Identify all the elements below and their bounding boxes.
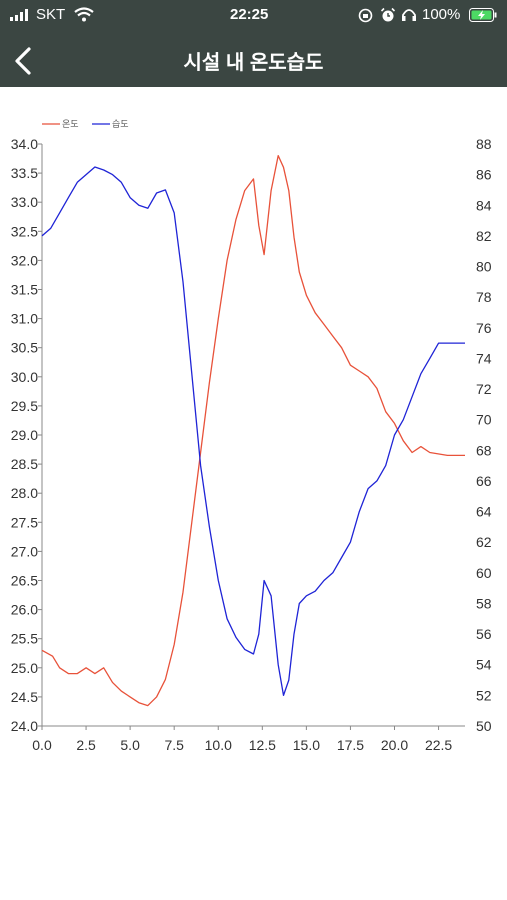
- clock-time: 22:25: [230, 6, 269, 23]
- temperature-humidity-chart: 온도 습도 24.0 24.5 25.0 25.5 26.0 26.5 27.0 27.5 28…: [11, 119, 492, 753]
- left-tick-label: 33.0: [11, 194, 38, 210]
- left-tick-label: 29.0: [11, 427, 38, 443]
- right-axis-ticks: 50 52 54 56 58 60 62 64 66 68 70 72 74 76 78 80 82 84 86 88: [476, 136, 492, 734]
- left-tick-label: 26.0: [11, 602, 38, 618]
- left-tick-label: 24.0: [11, 718, 38, 734]
- x-tick-label: 0.0: [32, 737, 52, 753]
- right-tick-label: 80: [476, 259, 492, 275]
- right-tick-label: 56: [476, 626, 492, 642]
- x-tick-label: 2.5: [76, 737, 96, 753]
- left-tick-label: 28.0: [11, 485, 38, 501]
- left-tick-label: 32.0: [11, 252, 38, 268]
- right-tick-label: 82: [476, 228, 492, 244]
- x-tick-label: 15.0: [293, 737, 320, 753]
- rotation-lock-icon: [358, 8, 373, 23]
- legend-label-humidity: 습도: [112, 119, 129, 129]
- temperature-line: [41, 154, 465, 707]
- right-tick-label: 58: [476, 595, 492, 611]
- status-bar: SKT 22:25 100%: [0, 0, 507, 30]
- left-tick-label: 27.5: [11, 514, 38, 530]
- right-tick-label: 84: [476, 197, 492, 213]
- left-tick-label: 31.0: [11, 311, 38, 327]
- left-tick-label: 28.5: [11, 456, 38, 472]
- left-tick-label: 25.5: [11, 631, 38, 647]
- x-axis-ticks: 0.0 2.5 5.0 7.5 10.0 12.5 15.0 17.5 20.0 22.5: [32, 726, 452, 753]
- chevron-left-icon: [15, 47, 31, 75]
- x-tick-label: 7.5: [164, 737, 184, 753]
- wifi-icon: [74, 7, 94, 22]
- battery-percent: 100%: [422, 6, 461, 23]
- right-tick-label: 76: [476, 320, 492, 336]
- left-tick-label: 32.5: [11, 223, 38, 239]
- left-tick-label: 30.0: [11, 369, 38, 385]
- right-tick-label: 66: [476, 473, 492, 489]
- legend: 온도 습도: [42, 119, 129, 129]
- signal-icon: [10, 9, 28, 21]
- right-tick-label: 54: [476, 657, 492, 673]
- left-tick-label: 29.5: [11, 398, 38, 414]
- left-tick-label: 26.5: [11, 573, 38, 589]
- series-lines: [41, 154, 465, 707]
- right-tick-label: 50: [476, 718, 492, 734]
- left-axis-ticks: 24.0 24.5 25.0 25.5 26.0 26.5 27.0 27.5 28.0 28.5…: [11, 136, 42, 734]
- right-tick-label: 74: [476, 350, 492, 366]
- x-tick-label: 5.0: [120, 737, 140, 753]
- right-tick-label: 72: [476, 381, 492, 397]
- x-tick-label: 17.5: [337, 737, 364, 753]
- axes: [41, 144, 465, 727]
- right-tick-label: 62: [476, 534, 492, 550]
- chart-area: 온도 습도 24.0 24.5 25.0 25.5 26.0 26.5 27.0 27.5 28…: [0, 87, 507, 900]
- carrier-label: SKT: [36, 6, 66, 23]
- left-tick-label: 31.5: [11, 282, 38, 298]
- right-tick-label: 64: [476, 504, 492, 520]
- right-tick-label: 68: [476, 442, 492, 458]
- right-tick-label: 86: [476, 167, 492, 183]
- x-tick-label: 10.0: [205, 737, 232, 753]
- left-tick-label: 33.5: [11, 165, 38, 181]
- x-tick-label: 12.5: [249, 737, 276, 753]
- battery-charging-icon: [469, 8, 497, 22]
- right-tick-label: 70: [476, 412, 492, 428]
- left-tick-label: 27.0: [11, 543, 38, 559]
- page-title: 시설 내 온도습도: [183, 52, 324, 74]
- navigation-bar: 시설 내 온도습도: [0, 30, 507, 87]
- x-tick-label: 22.5: [425, 737, 452, 753]
- alarm-icon: [380, 7, 396, 22]
- right-tick-label: 60: [476, 565, 492, 581]
- left-tick-label: 30.5: [11, 340, 38, 356]
- right-tick-label: 52: [476, 687, 492, 703]
- left-tick-label: 24.5: [11, 689, 38, 705]
- left-tick-label: 34.0: [11, 136, 38, 152]
- humidity-line: [41, 166, 465, 697]
- legend-label-temperature: 온도: [62, 119, 79, 129]
- x-tick-label: 20.0: [381, 737, 408, 753]
- right-tick-label: 88: [476, 136, 492, 152]
- headphones-icon: [402, 9, 416, 21]
- right-tick-label: 78: [476, 289, 492, 305]
- back-button[interactable]: [4, 36, 44, 80]
- left-tick-label: 25.0: [11, 660, 38, 676]
